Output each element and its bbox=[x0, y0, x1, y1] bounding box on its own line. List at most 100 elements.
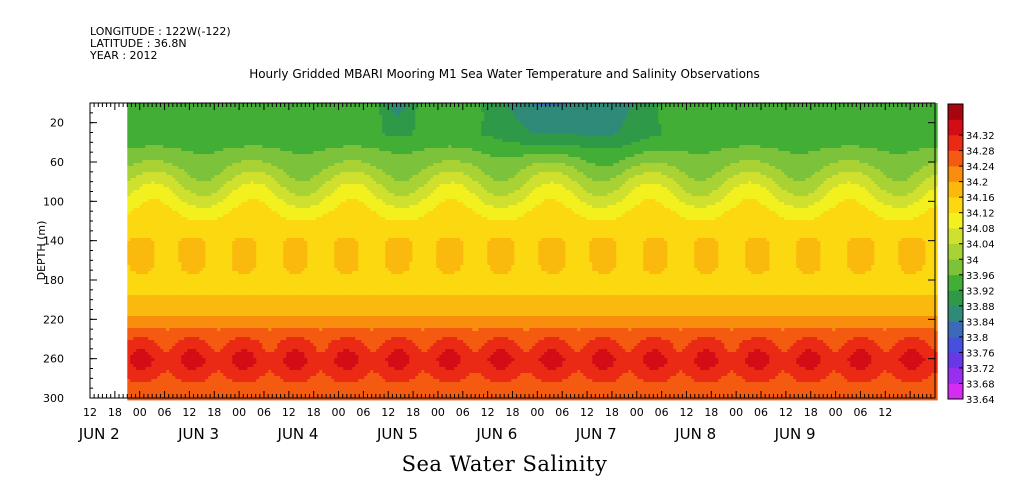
salinity-cell bbox=[148, 355, 151, 358]
salinity-cell bbox=[145, 244, 148, 247]
salinity-cell bbox=[142, 142, 145, 145]
salinity-cell bbox=[148, 343, 151, 346]
salinity-cell bbox=[157, 154, 160, 157]
salinity-cell bbox=[136, 388, 139, 391]
salinity-cell bbox=[151, 208, 154, 211]
salinity-cell bbox=[151, 358, 154, 361]
salinity-cell bbox=[145, 115, 148, 118]
salinity-cell bbox=[151, 367, 154, 370]
salinity-cell bbox=[157, 286, 160, 289]
salinity-cell bbox=[148, 394, 151, 397]
salinity-cell bbox=[139, 115, 142, 118]
salinity-cell bbox=[133, 274, 136, 277]
salinity-cell bbox=[139, 253, 142, 256]
salinity-cell bbox=[154, 319, 157, 322]
salinity-cell bbox=[139, 313, 142, 316]
salinity-cell bbox=[148, 214, 151, 217]
salinity-cell bbox=[130, 364, 133, 367]
salinity-cell bbox=[148, 268, 151, 271]
salinity-cell bbox=[154, 175, 157, 178]
salinity-cell bbox=[154, 172, 157, 175]
salinity-cell bbox=[142, 328, 145, 331]
salinity-cell bbox=[139, 184, 142, 187]
salinity-cell bbox=[142, 343, 145, 346]
salinity-cell bbox=[133, 277, 136, 280]
salinity-cell bbox=[139, 370, 142, 373]
salinity-cell bbox=[142, 217, 145, 220]
salinity-cell bbox=[145, 319, 148, 322]
salinity-cell bbox=[163, 298, 166, 301]
salinity-cell bbox=[145, 250, 148, 253]
salinity-cell bbox=[145, 109, 148, 112]
salinity-cell bbox=[133, 295, 136, 298]
salinity-cell bbox=[130, 178, 133, 181]
salinity-cell bbox=[127, 160, 130, 163]
salinity-cell bbox=[151, 337, 154, 340]
salinity-cell bbox=[136, 310, 139, 313]
salinity-cell bbox=[148, 307, 151, 310]
salinity-cell bbox=[148, 217, 151, 220]
salinity-cell bbox=[151, 187, 154, 190]
salinity-cell bbox=[148, 232, 151, 235]
salinity-cell bbox=[136, 127, 139, 130]
salinity-cell bbox=[136, 169, 139, 172]
salinity-cell bbox=[154, 163, 157, 166]
salinity-cell bbox=[133, 328, 136, 331]
salinity-cell bbox=[148, 142, 151, 145]
salinity-cell bbox=[136, 148, 139, 151]
salinity-cell bbox=[154, 304, 157, 307]
salinity-cell bbox=[139, 136, 142, 139]
salinity-cell bbox=[133, 388, 136, 391]
salinity-cell bbox=[160, 253, 163, 256]
salinity-cell bbox=[145, 364, 148, 367]
salinity-cell bbox=[133, 232, 136, 235]
salinity-cell bbox=[163, 349, 166, 352]
salinity-cell bbox=[163, 268, 166, 271]
salinity-cell bbox=[133, 394, 136, 397]
salinity-cell bbox=[160, 337, 163, 340]
salinity-cell bbox=[127, 202, 130, 205]
salinity-cell bbox=[130, 226, 133, 229]
salinity-cell bbox=[154, 250, 157, 253]
salinity-cell bbox=[127, 322, 130, 325]
salinity-cell bbox=[139, 280, 142, 283]
salinity-cell bbox=[130, 334, 133, 337]
salinity-cell bbox=[130, 268, 133, 271]
salinity-cell bbox=[163, 385, 166, 388]
salinity-cell bbox=[148, 271, 151, 274]
salinity-cell bbox=[127, 364, 130, 367]
salinity-cell bbox=[142, 253, 145, 256]
salinity-cell bbox=[160, 235, 163, 238]
salinity-cell bbox=[127, 376, 130, 379]
salinity-cell bbox=[163, 286, 166, 289]
salinity-cell bbox=[133, 217, 136, 220]
salinity-cell bbox=[163, 331, 166, 334]
salinity-cell bbox=[139, 181, 142, 184]
salinity-cell bbox=[151, 136, 154, 139]
salinity-cell bbox=[127, 241, 130, 244]
salinity-cell bbox=[127, 142, 130, 145]
salinity-cell bbox=[151, 241, 154, 244]
salinity-cell bbox=[139, 148, 142, 151]
salinity-cell bbox=[163, 343, 166, 346]
salinity-cell bbox=[160, 310, 163, 313]
salinity-cell bbox=[151, 271, 154, 274]
salinity-cell bbox=[157, 145, 160, 148]
salinity-cell bbox=[145, 202, 148, 205]
salinity-cell bbox=[166, 160, 169, 163]
salinity-cell bbox=[151, 301, 154, 304]
salinity-cell bbox=[136, 364, 139, 367]
salinity-cell bbox=[151, 250, 154, 253]
salinity-cell bbox=[139, 154, 142, 157]
salinity-cell bbox=[136, 385, 139, 388]
salinity-cell bbox=[154, 160, 157, 163]
salinity-cell bbox=[142, 307, 145, 310]
salinity-cell bbox=[145, 142, 148, 145]
salinity-cell bbox=[136, 205, 139, 208]
salinity-cell bbox=[160, 109, 163, 112]
salinity-cell bbox=[127, 184, 130, 187]
salinity-cell bbox=[136, 187, 139, 190]
salinity-cell bbox=[154, 325, 157, 328]
salinity-cell bbox=[136, 370, 139, 373]
salinity-cell bbox=[163, 199, 166, 202]
